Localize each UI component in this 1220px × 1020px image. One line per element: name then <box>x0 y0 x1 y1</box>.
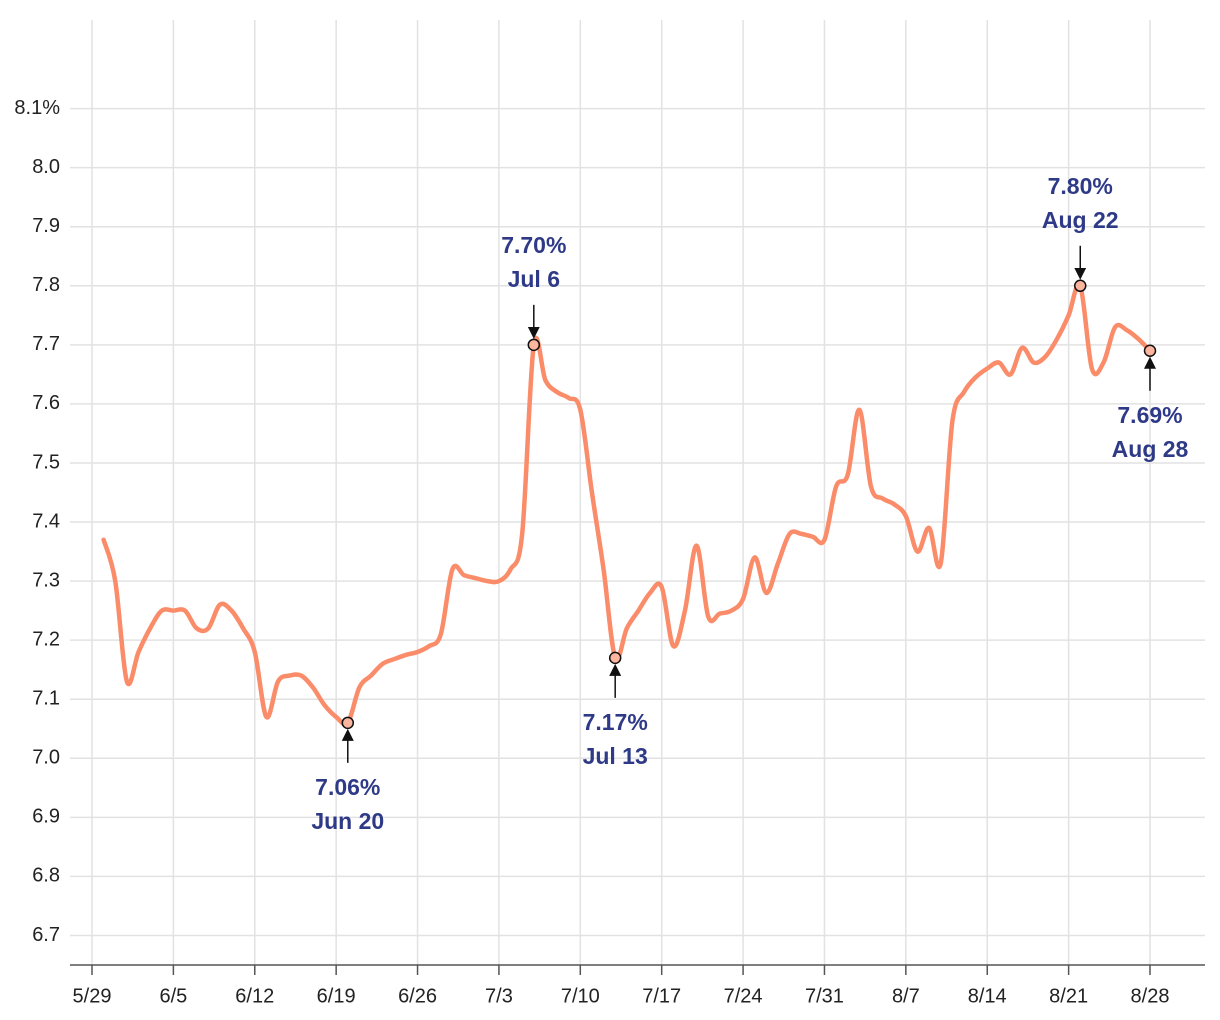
y-tick-label: 7.7 <box>32 333 60 355</box>
annotation-date: Jun 20 <box>311 808 384 834</box>
x-tick-label: 6/19 <box>317 985 356 1007</box>
x-tick-label: 7/17 <box>642 985 681 1007</box>
x-tick-label: 6/5 <box>159 985 187 1007</box>
x-tick-label: 7/10 <box>561 985 600 1007</box>
annotation-value: 7.17% <box>583 709 648 735</box>
y-tick-label: 7.0 <box>32 747 60 769</box>
y-tick-label: 7.4 <box>32 510 60 532</box>
y-tick-label: 8.0 <box>32 156 60 178</box>
y-tick-label: 6.8 <box>32 865 60 887</box>
y-tick-label: 7.3 <box>32 569 60 591</box>
annotation-value: 7.80% <box>1048 173 1113 199</box>
x-tick-label: 6/26 <box>398 985 437 1007</box>
x-tick-label: 8/14 <box>968 985 1007 1007</box>
annotation-date: Aug 28 <box>1112 436 1189 462</box>
y-tick-label: 7.5 <box>32 451 60 473</box>
y-tick-label: 7.1 <box>32 688 60 710</box>
y-tick-label: 7.8 <box>32 274 60 296</box>
y-tick-label: 7.6 <box>32 392 60 414</box>
point-marker <box>1073 279 1087 293</box>
y-tick-label: 6.9 <box>32 806 60 828</box>
point-marker <box>527 338 541 352</box>
y-tick-label: 6.7 <box>32 924 60 946</box>
annotation-date: Jul 13 <box>583 743 648 769</box>
x-tick-label: 8/28 <box>1131 985 1170 1007</box>
line <box>101 281 1153 727</box>
y-tick-label: 7.9 <box>32 215 60 237</box>
annotation-date: Jul 6 <box>508 266 560 292</box>
y-tick-label: 8.1% <box>14 97 60 119</box>
annotation-value: 7.70% <box>501 232 566 258</box>
x-tick-label: 7/24 <box>724 985 763 1007</box>
x-tick-label: 8/21 <box>1049 985 1088 1007</box>
y-tick-label: 7.2 <box>32 628 60 650</box>
x-tick-label: 6/12 <box>235 985 274 1007</box>
point-marker <box>608 651 622 665</box>
annotation-date: Aug 22 <box>1042 207 1119 233</box>
x-tick-label: 7/31 <box>805 985 844 1007</box>
point-marker <box>1143 344 1157 357</box>
x-tick-label: 8/7 <box>892 985 920 1007</box>
point-marker <box>341 716 355 730</box>
x-tick-label: 7/3 <box>485 985 513 1007</box>
annotation-value: 7.69% <box>1117 402 1182 428</box>
annotation-value: 7.06% <box>315 774 380 800</box>
x-tick-label: 5/29 <box>73 985 112 1007</box>
